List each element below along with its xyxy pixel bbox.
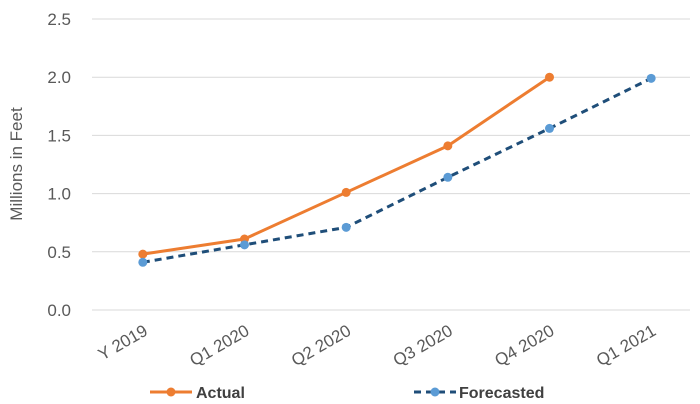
y-axis-title: Millions in Feet [7, 107, 26, 221]
y-tick-label: 1.0 [47, 185, 71, 204]
legend-marker [430, 387, 440, 397]
data-point [138, 249, 148, 259]
data-point [341, 222, 351, 232]
x-tick-label: Q1 2021 [593, 321, 659, 370]
data-point [240, 240, 249, 250]
series-group [138, 72, 656, 267]
data-point [443, 141, 453, 151]
legend-marker [166, 387, 176, 397]
y-tick-label: 2.5 [47, 10, 71, 29]
data-point [545, 72, 554, 82]
data-point [341, 187, 351, 197]
y-tick-label: 2.0 [47, 68, 71, 87]
data-point [646, 73, 656, 83]
legend-item-forecasted: Forecasted [414, 385, 544, 402]
x-tick-label: Q2 2020 [288, 321, 354, 370]
x-axis-ticks: Y 2019 Q1 2020 Q2 2020 Q3 2020 Q4 2020 Q1 202… [95, 321, 659, 370]
y-tick-label: 0.5 [47, 243, 71, 262]
data-point [443, 172, 453, 182]
legend-label: Actual [196, 385, 245, 402]
y-axis-ticks: 0.0 0.5 1.0 1.5 2.0 2.5 [47, 10, 71, 320]
series-line [142, 77, 652, 264]
legend-item-actual: Actual [150, 385, 245, 402]
y-tick-label: 1.5 [47, 126, 71, 145]
data-point [138, 257, 148, 267]
data-point [545, 123, 554, 133]
x-tick-label: Q3 2020 [390, 321, 456, 370]
series-forecasted [138, 73, 656, 267]
y-tick-label: 0.0 [47, 301, 71, 320]
legend: Actual Forecasted [150, 385, 544, 402]
gridlines [92, 18, 690, 311]
x-tick-label: Q4 2020 [492, 321, 558, 370]
legend-label: Forecasted [459, 385, 544, 402]
x-tick-label: Q1 2020 [187, 321, 253, 370]
x-tick-label: Y 2019 [95, 321, 151, 364]
